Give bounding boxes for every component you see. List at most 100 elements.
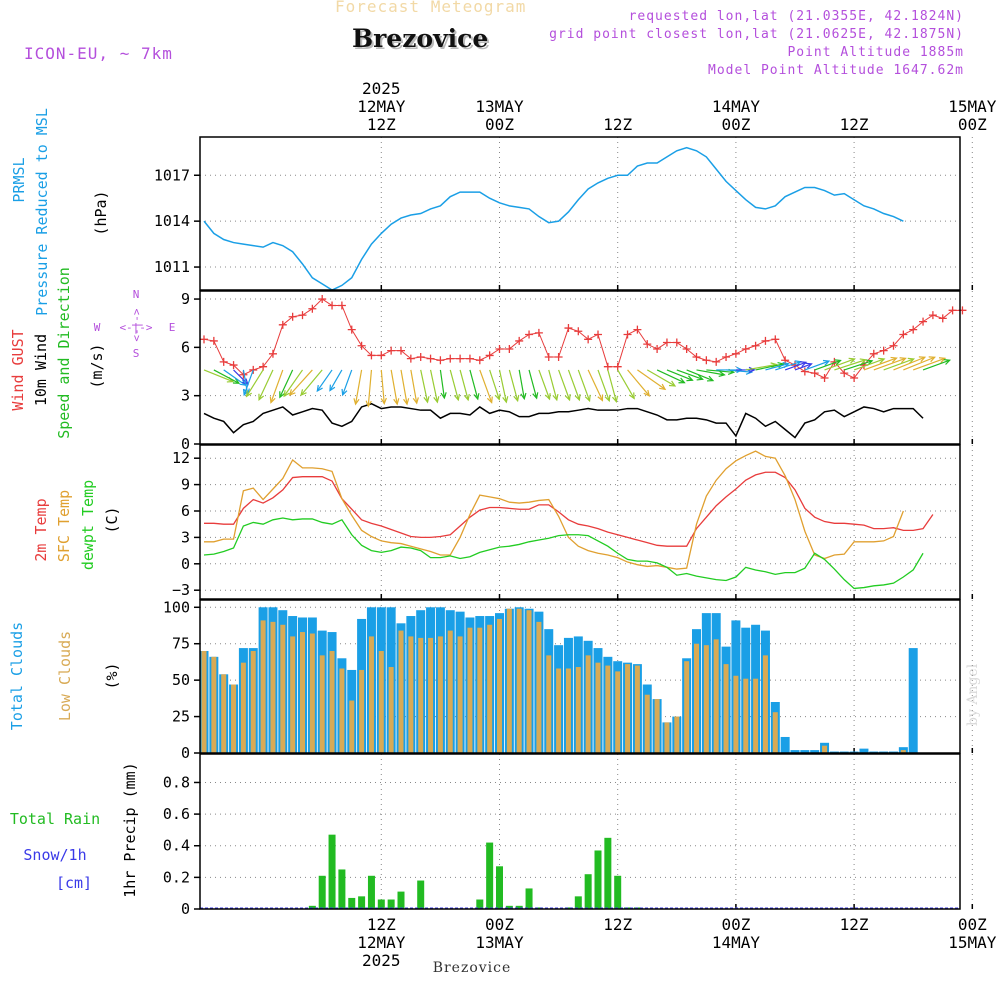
low-cloud-bar (743, 678, 749, 753)
gust-marker (603, 362, 612, 371)
gust-marker (554, 353, 563, 362)
wind-arrow-head (486, 396, 493, 404)
low-cloud-bar (437, 636, 443, 753)
wind-direction-arrow (745, 363, 777, 371)
total-cloud-bar (908, 648, 918, 753)
wind-arrow-head (564, 393, 571, 402)
compass-south: S (133, 347, 140, 360)
low-cloud-bar (487, 624, 493, 753)
wind-arrow-head (393, 398, 400, 406)
wind-direction-arrow (420, 369, 429, 403)
low-cloud-bar (309, 633, 315, 753)
gust-marker (623, 330, 632, 339)
gust-marker (268, 349, 277, 358)
snow-unit: [cm] (56, 874, 92, 892)
wind-arrow-head (718, 370, 726, 378)
wind-arrow-head (899, 357, 907, 364)
low-cloud-bar (654, 699, 660, 753)
precip-bar (367, 875, 375, 909)
low-cloud-bar (428, 637, 434, 753)
gust-marker (928, 311, 937, 320)
gust-marker (397, 346, 405, 355)
wind-arrow-head (805, 362, 813, 369)
wind-direction-arrow (912, 357, 946, 371)
wind-direction-arrow (528, 369, 538, 399)
bottom-time-label: 00Z (958, 915, 987, 934)
gust-marker (899, 330, 908, 339)
gust-marker (357, 341, 366, 350)
wind-direction-arrow (844, 360, 873, 371)
bottom-time-label: 12Z (840, 915, 869, 934)
panel-frame-temp (199, 444, 961, 600)
wind-arrow-head (678, 377, 686, 384)
wind-direction-arrow (300, 369, 323, 396)
sfc-temp-label: SFC Temp (55, 490, 73, 562)
wind-direction-arrow (508, 369, 519, 401)
wind-direction-arrow (755, 363, 784, 371)
wind-direction-arrow (329, 369, 343, 391)
wind-arrow-head (544, 393, 551, 401)
wind-arrow-head (329, 384, 336, 392)
model-label: ICON-EU, ~ 7km (24, 44, 173, 63)
wind-arrow-head (686, 375, 694, 382)
wind-arrow-head (659, 383, 667, 391)
wind-direction-arrow (656, 369, 685, 384)
low-cloud-bar (349, 700, 355, 753)
gust-marker (613, 362, 622, 371)
low-cloud-bar (674, 716, 680, 753)
wind-direction-arrow (775, 361, 801, 371)
wind-direction-arrow (686, 369, 714, 382)
wind-direction-arrow (646, 369, 676, 387)
point-altitude: Point Altitude 1885m (787, 45, 964, 60)
wind-direction-arrow (804, 360, 830, 371)
low-cloud-bar (388, 667, 394, 753)
total-cloud-bar (859, 748, 869, 753)
gust-marker (475, 356, 484, 365)
top-time-label: 00Z (958, 115, 987, 134)
precip-bar (377, 899, 385, 909)
total-cloud-bar (790, 750, 800, 753)
low-cloud-bar (378, 651, 384, 753)
wind-direction-arrow (814, 359, 841, 371)
wind-direction-arrow (883, 358, 914, 371)
wind-arrow-head (269, 396, 276, 404)
precip-bar (348, 897, 356, 909)
wind-arrow-head (341, 388, 348, 397)
y-tick-label: 0 (181, 900, 190, 918)
low-cloud-bar (900, 750, 906, 753)
gust-marker (544, 353, 553, 362)
gust-marker (347, 325, 356, 334)
low-cloud-bar (595, 662, 601, 753)
low-cloud-bar (634, 665, 640, 753)
y-tick-label: 1011 (154, 258, 190, 276)
gust-marker (465, 354, 474, 363)
wind-arrow-head (604, 394, 611, 403)
wind-arrow-head (300, 389, 307, 397)
total-cloud-bar (800, 750, 810, 753)
low-cloud-bar (536, 621, 542, 753)
low-cloud-bar (201, 651, 207, 753)
wind-direction-arrow (390, 369, 398, 405)
gust-marker (662, 338, 671, 347)
low-cloud-bar (723, 664, 729, 753)
wind-arrow-head (473, 393, 480, 401)
gust-marker (259, 362, 268, 371)
y-tick-label: 3 (181, 387, 190, 405)
pressure-label-long: Pressure Reduced to MSL (33, 108, 51, 316)
wind-arrow-head (643, 389, 651, 397)
low-cloud-bar (605, 665, 611, 753)
wind-direction-arrow (316, 369, 333, 392)
model-point-altitude: Model Point Altitude 1647.62m (708, 63, 964, 78)
y-tick-label: 1014 (154, 212, 190, 230)
wind-speed-line (203, 402, 924, 439)
gust-marker (426, 354, 435, 363)
low-cloud-bar (300, 632, 305, 753)
wind-direction-arrow (567, 369, 580, 401)
low-cloud-bar (447, 630, 453, 753)
bottom-time-label: 00Z (721, 915, 750, 934)
y-tick-label: −3 (172, 581, 190, 599)
low-cloud-bar (753, 678, 759, 753)
wind-arrow-head (353, 398, 360, 406)
precip-bar (417, 880, 425, 909)
